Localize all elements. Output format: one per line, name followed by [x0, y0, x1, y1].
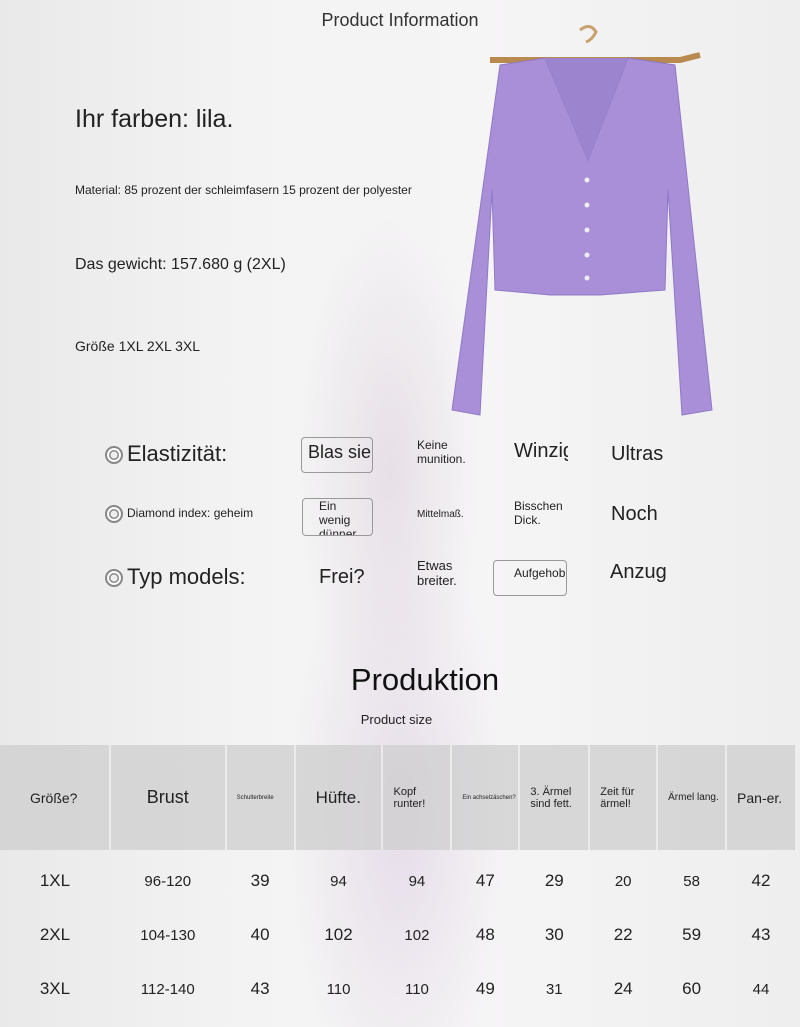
option[interactable]: Frei? — [319, 566, 365, 588]
weight-info: Das gewicht: 157.680 g (2XL) — [75, 256, 286, 273]
cell: 47 — [475, 871, 495, 890]
cell: 102 — [324, 925, 353, 944]
cell: 20 — [614, 872, 632, 890]
option[interactable]: Etwas breiter. — [417, 558, 457, 588]
attribute-model-type: Typ models: — [105, 564, 246, 590]
column-header: Pan-er. — [726, 745, 797, 850]
column-header: Hüfte. — [294, 745, 384, 850]
option[interactable]: Anzug — [610, 561, 666, 583]
cell: 44 — [752, 980, 770, 998]
cell: 1XL — [39, 871, 71, 890]
cell: 42 — [751, 871, 771, 890]
option[interactable]: Ein wenig dünner. — [302, 498, 373, 536]
attribute-elasticity: Elastizität: — [105, 441, 227, 467]
table-row: 2XL 104-130 40 102 102 48 30 22 59 43 — [0, 904, 796, 958]
cell: 39 — [250, 871, 270, 890]
option[interactable]: Noch — [611, 503, 658, 525]
cell: 43 — [751, 925, 771, 944]
option[interactable]: Winzig — [514, 440, 568, 462]
column-header: Kopf runter! — [382, 745, 453, 850]
attribute-label: Diamond index: geheim — [127, 506, 254, 521]
option[interactable]: Aufgehob — [493, 560, 567, 596]
cell: 3XL — [39, 979, 71, 998]
cell: 110 — [404, 980, 429, 998]
column-header: Größe? — [0, 745, 111, 850]
attribute-diamond-index: Diamond index: geheim — [105, 505, 253, 523]
table-row: 3XL 112-140 43 110 110 49 31 24 60 44 — [0, 958, 796, 1012]
cell: 94 — [408, 872, 426, 890]
option[interactable]: Mittelmaß. — [417, 509, 464, 520]
cell: 58 — [683, 872, 700, 890]
column-header: Schulterbreite — [225, 745, 296, 850]
table-row: 1XL 96-120 39 94 94 47 29 20 58 42 — [0, 850, 796, 904]
cell: 31 — [545, 980, 563, 998]
option[interactable]: Keine munition. — [417, 438, 466, 466]
option[interactable]: Blas sie — [301, 437, 373, 473]
cell: 49 — [475, 979, 495, 998]
cell: 102 — [404, 926, 430, 944]
column-header: 3. Ärmel sind fett. — [519, 745, 591, 850]
column-header: Brust — [109, 745, 227, 850]
attribute-label: Typ models: — [127, 564, 246, 589]
column-header: Ein achselzäschen? — [451, 745, 521, 850]
size-table: Größe? Brust Schulterbreite Hüfte. Kopf … — [0, 745, 797, 1012]
cell: 94 — [330, 872, 347, 890]
cell: 104-130 — [140, 926, 196, 944]
cell: 29 — [544, 871, 564, 890]
radio-icon — [105, 446, 123, 465]
cell: 59 — [682, 925, 702, 944]
material-info: Material: 85 prozent der schleimfasern 1… — [75, 183, 412, 197]
attribute-label: Elastizität: — [127, 441, 228, 466]
column-header: Ärmel lang. — [657, 745, 728, 850]
color-info: Ihr farben: lila. — [75, 105, 234, 133]
production-title: Produktion — [350, 662, 500, 697]
production-subtitle: Product size — [360, 712, 433, 727]
cell: 30 — [544, 925, 564, 944]
radio-icon — [105, 569, 123, 588]
table-header-row: Größe? Brust Schulterbreite Hüfte. Kopf … — [0, 745, 797, 850]
cell: 110 — [326, 980, 351, 998]
cell: 24 — [613, 979, 633, 998]
option[interactable]: Bisschen Dick. — [514, 499, 563, 527]
cell: 96-120 — [144, 872, 192, 890]
cardigan-image — [451, 25, 713, 416]
cell: 60 — [682, 979, 702, 998]
cell: 112-140 — [140, 980, 195, 998]
column-header: Zeit für ärmel! — [589, 745, 659, 850]
radio-icon — [105, 505, 123, 523]
cell: 40 — [250, 925, 270, 944]
cell: 2XL — [39, 925, 71, 944]
cell: 43 — [250, 979, 270, 998]
option[interactable]: Ultras — [611, 443, 664, 465]
cell: 22 — [613, 925, 633, 944]
size-info: Größe 1XL 2XL 3XL — [75, 338, 201, 354]
page-title: Product Information — [321, 10, 479, 30]
cell: 48 — [475, 925, 495, 944]
